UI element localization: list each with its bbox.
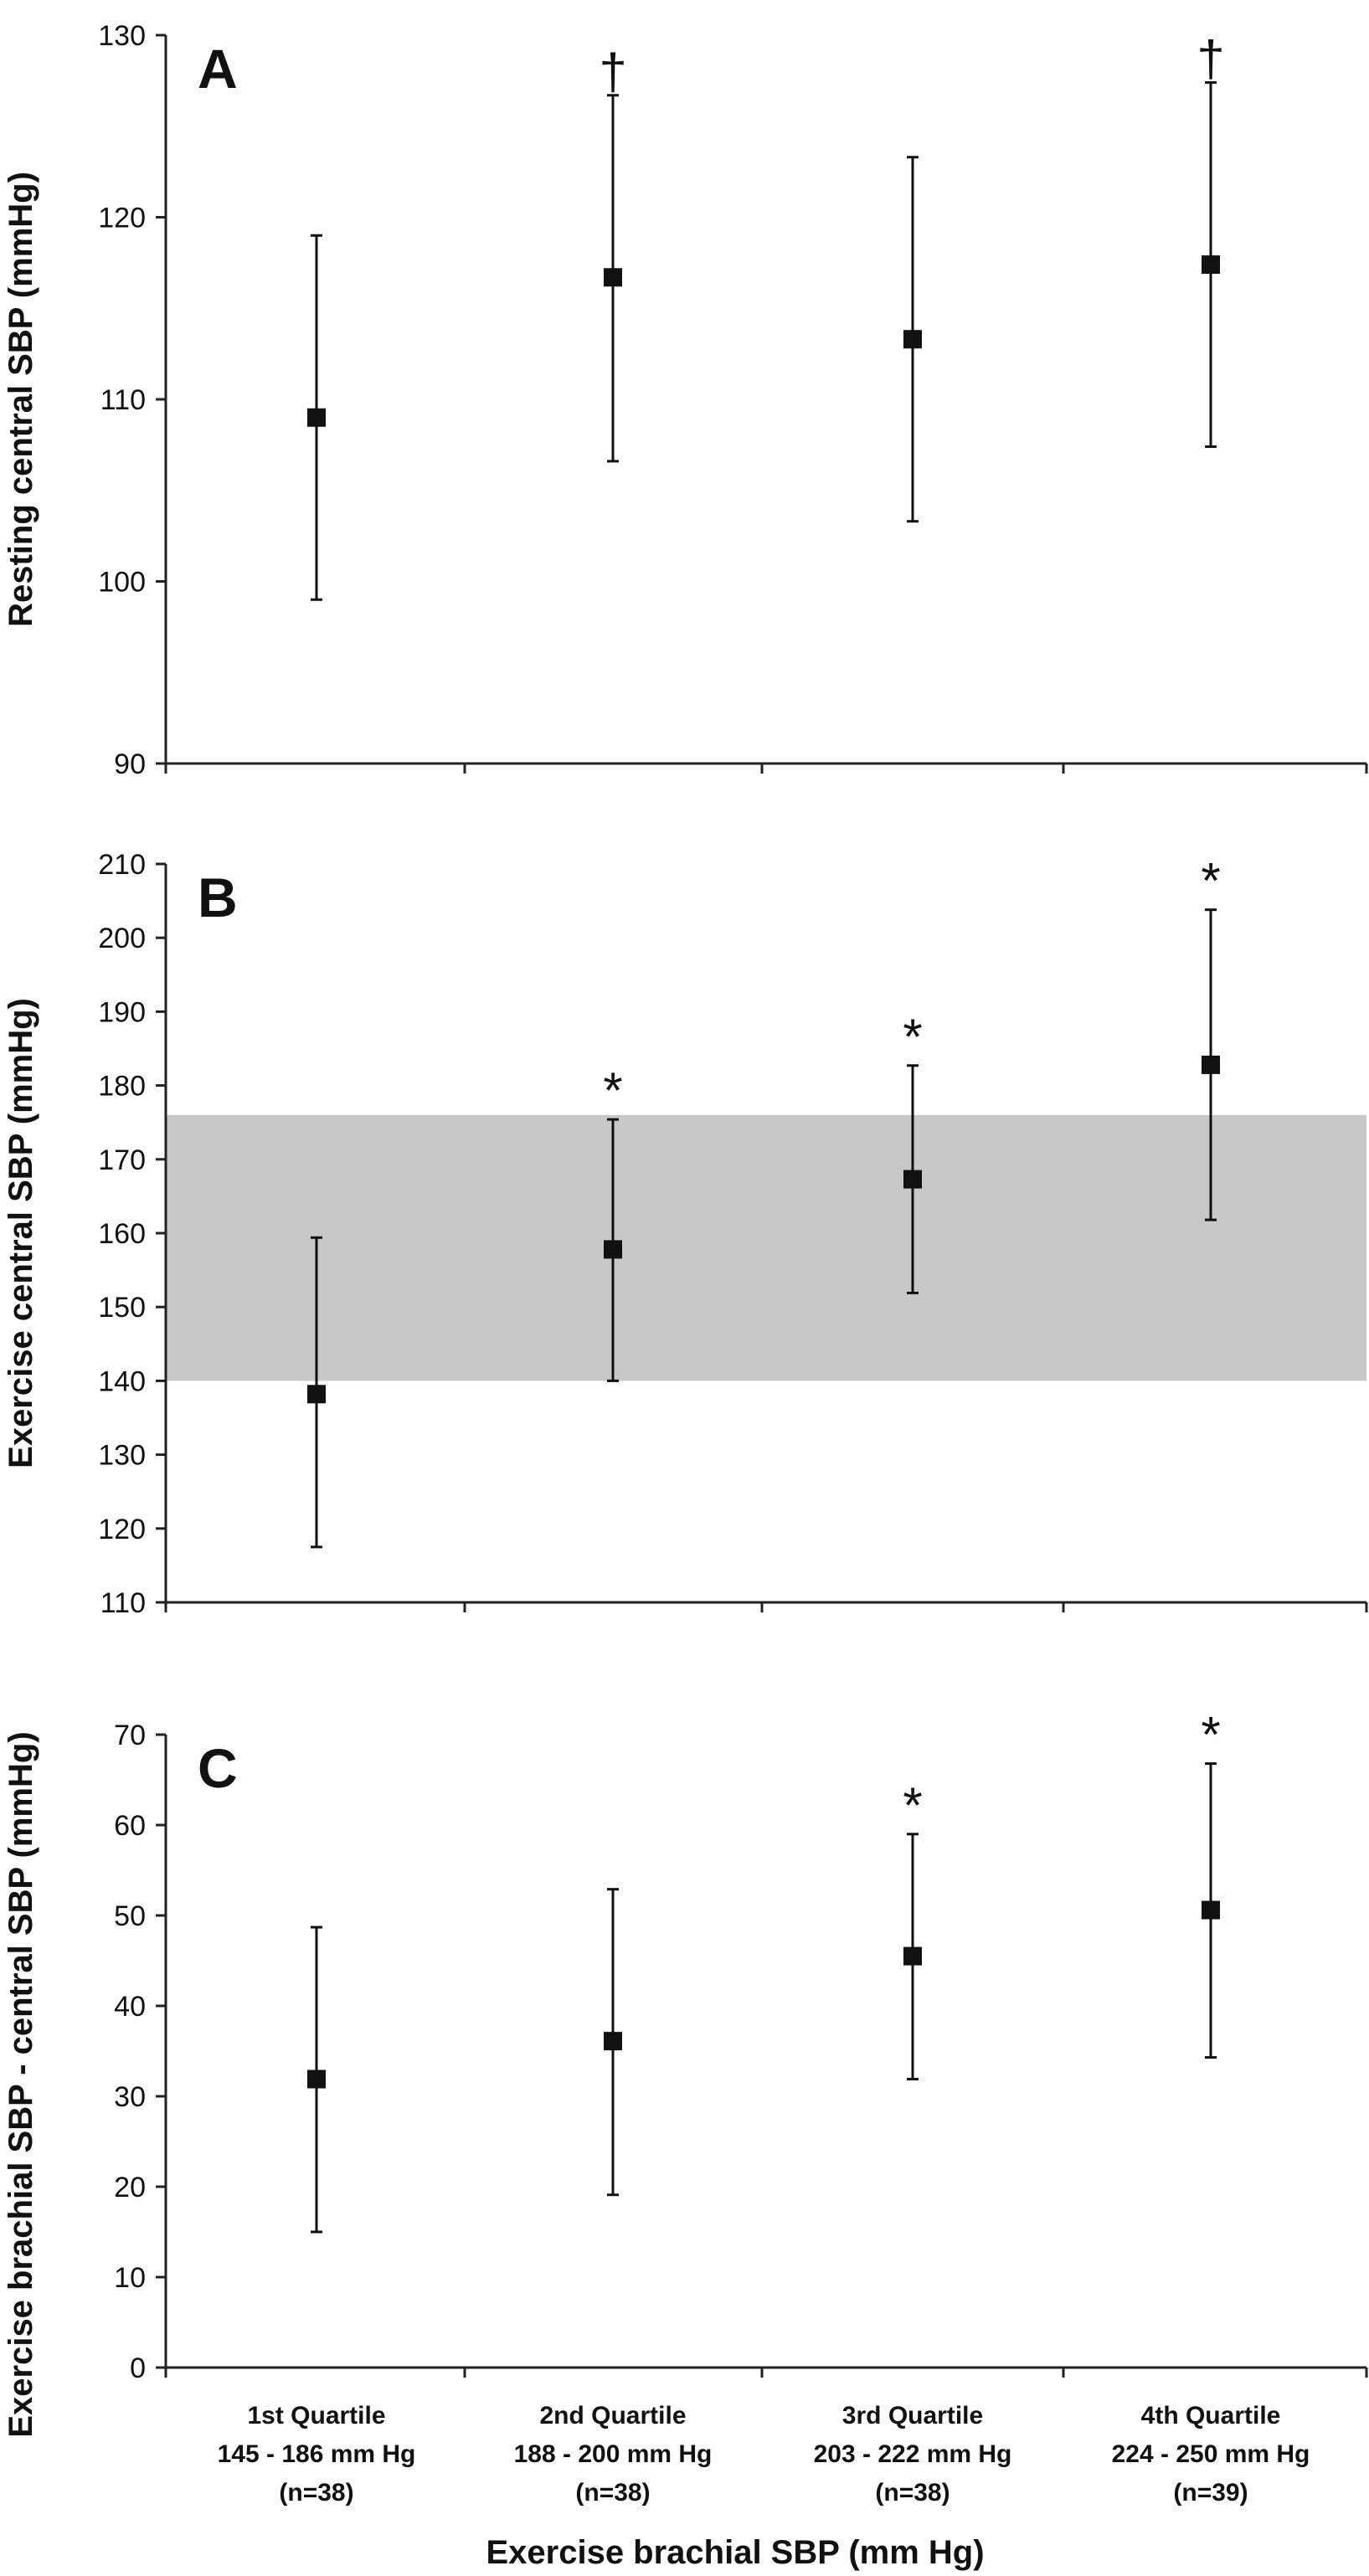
- y-tick-label: 90: [114, 748, 146, 780]
- y-tick-label: 100: [98, 567, 146, 599]
- category-label: 2nd Quartile: [539, 2402, 686, 2429]
- data-point: [604, 1240, 622, 1259]
- y-tick-label: 200: [98, 923, 146, 954]
- y-tick-label: 190: [98, 996, 146, 1028]
- y-axis-label: Exercise central SBP (mmHg): [3, 998, 39, 1468]
- category-label: 203 - 222 mm Hg: [814, 2440, 1012, 2468]
- category-label: 145 - 186 mm Hg: [218, 2440, 416, 2468]
- category-label: 3rd Quartile: [842, 2402, 983, 2429]
- y-tick-label: 120: [98, 203, 146, 234]
- category-label: 4th Quartile: [1141, 2402, 1281, 2429]
- data-point: [307, 408, 326, 427]
- y-tick-label: 140: [98, 1365, 146, 1397]
- y-tick-label: 0: [130, 2352, 146, 2384]
- panel-a: 90 100 110 120 130 A Resting central SBP (mmHg…: [3, 20, 1368, 780]
- data-point: [604, 2032, 622, 2051]
- category-label: (n=39): [1173, 2479, 1248, 2507]
- reference-band: [166, 1114, 1366, 1381]
- y-tick-label: 130: [98, 20, 146, 52]
- y-tick-label: 150: [98, 1292, 146, 1324]
- category-label: (n=38): [875, 2479, 950, 2507]
- category-label: 1st Quartile: [247, 2402, 385, 2429]
- significance-marker: *: [903, 1009, 922, 1065]
- y-tick-label: 60: [114, 1810, 146, 1842]
- y-tick-label: 120: [98, 1514, 146, 1545]
- y-tick-label: 50: [114, 1900, 146, 1932]
- data-point: [1202, 1055, 1220, 1074]
- panel-c: 0 10 20 30 40 50 60 70 C Exercise brachial SBP - …: [3, 1707, 1368, 2438]
- y-tick-label: 170: [98, 1144, 146, 1176]
- data-point: [903, 1170, 922, 1189]
- y-tick-label: 40: [114, 1991, 146, 2023]
- panel-letter: B: [198, 866, 238, 928]
- significance-marker: *: [903, 1777, 922, 1833]
- data-point: [903, 330, 922, 349]
- y-tick-label: 110: [100, 1587, 146, 1619]
- y-tick-label: 110: [100, 384, 146, 416]
- panel-letter: C: [198, 1737, 238, 1799]
- y-tick-label: 210: [98, 849, 146, 881]
- data-point: [307, 1385, 326, 1404]
- y-tick-label: 30: [114, 2081, 146, 2113]
- data-point: [604, 268, 622, 287]
- data-point: [903, 1946, 922, 1966]
- category-label: 188 - 200 mm Hg: [514, 2440, 713, 2468]
- significance-marker: *: [1201, 853, 1220, 909]
- category-label: 224 - 250 mm Hg: [1112, 2440, 1310, 2468]
- dagger-marker: †: [599, 44, 626, 100]
- y-tick-label: 10: [114, 2262, 146, 2294]
- significance-marker: *: [603, 1062, 622, 1118]
- data-point: [1202, 255, 1220, 275]
- panel-b: 110 120 130 140 150 160 170 180 190 200 210 B Exerci…: [3, 849, 1368, 1619]
- y-tick-label: 130: [98, 1440, 146, 1472]
- y-axis-label: Exercise brachial SBP - central SBP (mmH…: [3, 1731, 39, 2437]
- panel-letter: A: [198, 38, 238, 100]
- data-point: [307, 2070, 326, 2089]
- y-axis-label: Resting central SBP (mmHg): [3, 172, 39, 627]
- category-labels: 1st Quartile 145 - 186 mm Hg (n=38) 2nd Qua…: [218, 2402, 1310, 2507]
- y-tick-label: 70: [114, 1720, 146, 1751]
- data-point: [1202, 1900, 1220, 1920]
- y-tick-label: 20: [114, 2172, 146, 2203]
- x-axis-label: Exercise brachial SBP (mm Hg): [486, 2534, 984, 2571]
- category-label: (n=38): [575, 2479, 650, 2507]
- significance-marker: *: [1201, 1707, 1220, 1763]
- y-tick-label: 180: [98, 1071, 146, 1103]
- category-label: (n=38): [279, 2479, 353, 2507]
- y-tick-label: 160: [98, 1218, 146, 1250]
- dagger-marker: †: [1197, 31, 1224, 87]
